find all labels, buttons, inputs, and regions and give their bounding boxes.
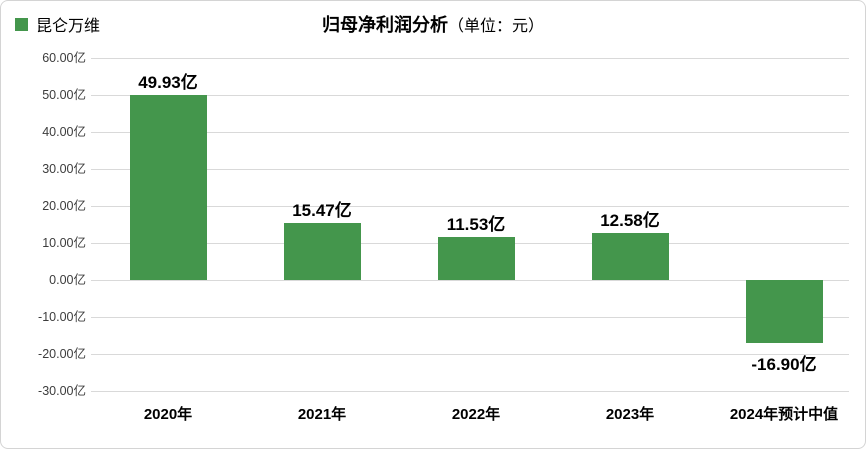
y-axis-tick-label: 10.00亿 xyxy=(42,236,86,250)
y-axis-tick-label: 30.00亿 xyxy=(42,162,86,176)
y-axis-tick-label: 40.00亿 xyxy=(42,125,86,139)
gridline xyxy=(91,280,849,281)
bar-value-label: 15.47亿 xyxy=(292,201,352,220)
gridline xyxy=(91,354,849,355)
x-axis-tick-label: 2021年 xyxy=(297,406,347,423)
x-axis-tick-label: 2022年 xyxy=(451,406,501,423)
y-axis-tick-label: -30.00亿 xyxy=(38,384,86,398)
bar-2023年 xyxy=(592,233,669,280)
bar-2021年 xyxy=(284,223,361,280)
y-axis-tick-label: 50.00亿 xyxy=(42,88,86,102)
legend-color-swatch xyxy=(15,17,28,31)
bar-value-label: 11.53亿 xyxy=(446,215,506,234)
x-axis-tick-label: 2023年 xyxy=(605,406,655,423)
gridline xyxy=(91,206,849,207)
gridline xyxy=(91,317,849,318)
x-axis-tick-label: 2020年 xyxy=(143,406,193,423)
legend: 昆仑万维 xyxy=(15,12,100,36)
chart-title: 归母净利润分析（单位：元） xyxy=(1,11,865,37)
x-axis-tick-label: 2024年预计中值 xyxy=(729,406,839,423)
bar-value-label: 12.58亿 xyxy=(600,211,660,230)
gridline xyxy=(91,132,849,133)
chart-title-main: 归母净利润分析 xyxy=(321,15,448,35)
chart-title-unit: （单位：元） xyxy=(447,18,544,35)
bar-2024年预计中值 xyxy=(746,280,823,343)
bar-value-label: 49.93亿 xyxy=(138,73,198,92)
gridline xyxy=(91,169,849,170)
y-axis-tick-label: -10.00亿 xyxy=(38,310,86,324)
gridline xyxy=(91,95,849,96)
bar-2020年 xyxy=(130,95,207,280)
gridline xyxy=(91,391,849,392)
y-axis-tick-label: 20.00亿 xyxy=(42,199,86,213)
gridline xyxy=(91,58,849,59)
y-axis-tick-label: 0.00亿 xyxy=(49,273,86,287)
y-axis-tick-label: 60.00亿 xyxy=(42,51,86,65)
bar-2022年 xyxy=(438,237,515,280)
y-axis-tick-label: -20.00亿 xyxy=(38,347,86,361)
legend-series-label: 昆仑万维 xyxy=(36,18,101,35)
bar-value-label: -16.90亿 xyxy=(751,355,817,374)
